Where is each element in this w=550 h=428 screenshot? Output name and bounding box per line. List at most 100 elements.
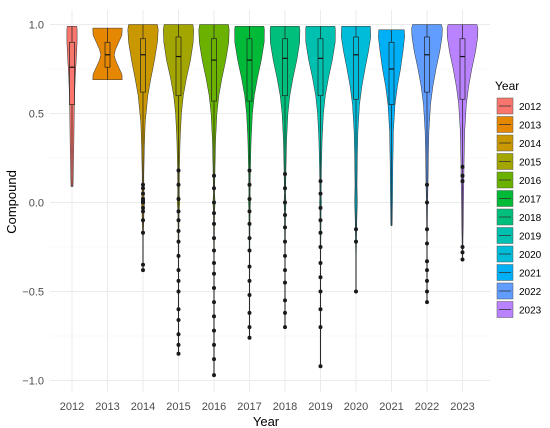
outlier-point: [212, 261, 216, 266]
outlier-point: [283, 253, 287, 258]
outlier-point: [283, 239, 287, 244]
outlier-point: [283, 268, 287, 273]
outlier-point: [247, 248, 252, 253]
box-iqr: [353, 36, 359, 100]
outlier-point: [318, 191, 323, 196]
violin-2020: [341, 26, 371, 294]
outlier-point: [283, 212, 287, 217]
outlier-point: [318, 218, 323, 223]
legend-label: 2013: [519, 121, 542, 132]
x-tick-label: 2013: [95, 401, 119, 413]
outlier-point: [283, 200, 287, 205]
outlier-point: [247, 196, 252, 201]
outlier-point: [176, 182, 181, 187]
x-tick-label: 2012: [60, 401, 84, 413]
outlier-point: [247, 310, 252, 315]
legend-label: 2019: [519, 232, 542, 243]
box-iqr: [175, 36, 182, 97]
outlier-point: [318, 230, 323, 235]
violin-2016: [198, 24, 230, 378]
outlier-point: [141, 230, 145, 235]
outlier-point: [212, 328, 216, 333]
legend-item-2020: 2020: [496, 245, 542, 263]
y-tick-label: 1.0: [29, 20, 44, 32]
outlier-point: [247, 236, 252, 241]
legend-label: 2016: [519, 176, 542, 187]
x-tick-label: 2021: [379, 401, 403, 413]
outlier-point: [141, 191, 145, 196]
y-axis-title: Compound: [4, 170, 19, 234]
violin-2019: [305, 26, 336, 369]
box-iqr: [317, 38, 324, 97]
legend-item-2023: 2023: [496, 301, 542, 318]
legend-label: 2015: [519, 158, 542, 169]
outlier-point: [176, 342, 181, 347]
outlier-point: [318, 364, 323, 369]
legend-item-2018: 2018: [496, 208, 542, 226]
outlier-point: [283, 280, 287, 285]
outlier-point: [141, 262, 145, 267]
legend-item-2021: 2021: [496, 264, 542, 281]
violin-2015: [163, 24, 194, 356]
outlier-point: [212, 236, 216, 241]
outlier-point: [212, 285, 216, 290]
outlier-point: [212, 173, 216, 178]
outlier-point: [212, 357, 216, 362]
outlier-point: [460, 257, 465, 262]
box-iqr: [211, 38, 217, 102]
outlier-point: [283, 310, 287, 315]
outlier-point: [176, 332, 181, 337]
x-axis-title: Year: [253, 414, 280, 428]
outlier-point: [176, 168, 181, 173]
outlier-point: [212, 300, 216, 305]
legend-label: 2012: [519, 102, 542, 113]
y-tick-label: −0.5: [22, 287, 44, 299]
outlier-point: [176, 228, 181, 233]
outlier-point: [460, 250, 465, 255]
outlier-point: [212, 373, 216, 378]
outlier-point: [247, 209, 252, 214]
legend-label: 2017: [519, 195, 542, 206]
outlier-point: [141, 196, 145, 201]
y-tick-label: 0.0: [29, 198, 44, 210]
outlier-point: [247, 335, 252, 340]
outlier-point: [212, 271, 216, 276]
outlier-point: [176, 196, 181, 201]
outlier-point: [460, 179, 465, 184]
outlier-point: [176, 307, 181, 312]
legend-title: Year: [495, 79, 519, 93]
x-tick-label: 2019: [308, 401, 332, 413]
outlier-point: [176, 317, 181, 322]
outlier-point: [176, 253, 181, 258]
x-tick-label: 2023: [450, 401, 474, 413]
violins: [66, 24, 479, 378]
outlier-point: [318, 289, 323, 294]
outlier-point: [212, 314, 216, 319]
x-tick-label: 2016: [202, 401, 226, 413]
outlier-point: [283, 325, 287, 330]
outlier-point: [212, 248, 216, 253]
box-iqr: [246, 38, 253, 102]
outlier-point: [176, 239, 181, 244]
violin-2023: [446, 24, 479, 262]
box-iqr: [388, 41, 395, 105]
outlier-point: [425, 289, 429, 294]
outlier-point: [212, 211, 216, 216]
outlier-point: [141, 218, 145, 223]
outlier-point: [425, 259, 429, 264]
y-axis: 1.0 0.5 0.0 −0.5 −1.0: [22, 20, 44, 388]
legend-label: 2014: [519, 139, 542, 150]
outlier-point: [141, 205, 145, 210]
outlier-point: [247, 264, 252, 269]
legend-label: 2021: [519, 269, 542, 280]
outlier-point: [141, 182, 145, 187]
legend-item-2022: 2022: [496, 282, 542, 300]
outlier-point: [176, 218, 181, 223]
outlier-point: [425, 278, 429, 283]
outlier-point: [176, 268, 181, 273]
legend-label: 2023: [519, 306, 542, 317]
outlier-point: [425, 300, 429, 305]
box-iqr: [140, 38, 146, 93]
legend-label: 2018: [519, 213, 542, 224]
legend-label: 2020: [519, 250, 542, 261]
